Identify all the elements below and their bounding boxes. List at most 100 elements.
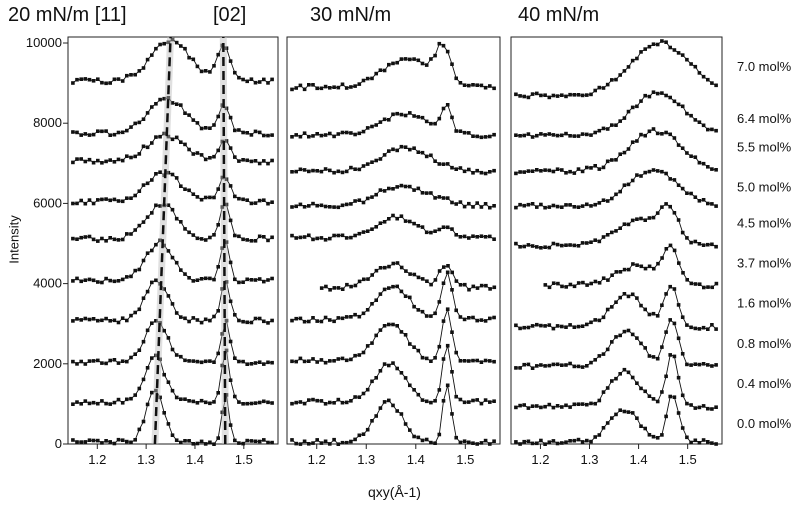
- data-point: [108, 440, 112, 444]
- data-point: [266, 360, 270, 365]
- data-point: [412, 57, 416, 61]
- data-point: [361, 230, 366, 234]
- data-point: [701, 325, 706, 330]
- data-point: [522, 133, 526, 138]
- data-point: [606, 278, 610, 282]
- data-point: [212, 400, 216, 404]
- data-point: [614, 376, 618, 381]
- data-point: [96, 77, 100, 81]
- data-point: [108, 319, 112, 323]
- data-point: [685, 151, 689, 155]
- data-point: [420, 61, 425, 66]
- data-point: [382, 220, 387, 224]
- data-point: [328, 86, 332, 90]
- data-point: [179, 440, 183, 445]
- data-point: [605, 421, 610, 425]
- data-point: [340, 287, 345, 291]
- data-point: [323, 133, 328, 137]
- data-point: [382, 324, 387, 328]
- data-point: [158, 97, 162, 102]
- data-point: [382, 362, 387, 366]
- data-point: [233, 128, 237, 133]
- data-point: [104, 276, 108, 281]
- data-point: [420, 191, 425, 195]
- data-point: [319, 133, 324, 138]
- data-point: [311, 316, 315, 320]
- data-point: [680, 393, 685, 398]
- data-point: [336, 286, 341, 290]
- data-point: [424, 356, 429, 361]
- data-point: [576, 93, 581, 97]
- data-point: [179, 103, 183, 107]
- data-point: [302, 319, 307, 324]
- data-point: [179, 315, 183, 319]
- data-point: [141, 377, 146, 382]
- data-point: [270, 318, 274, 323]
- data-point: [298, 202, 303, 207]
- data-point: [689, 154, 693, 158]
- data-point: [618, 270, 623, 274]
- data-point: [714, 442, 718, 446]
- data-point: [83, 235, 88, 239]
- data-point: [361, 391, 366, 396]
- data-point: [492, 168, 496, 173]
- data-point: [560, 205, 564, 209]
- data-point: [257, 161, 262, 166]
- data-point: [680, 53, 685, 57]
- data-point: [601, 165, 606, 170]
- data-point: [357, 395, 362, 399]
- data-point: [585, 402, 589, 407]
- data-point: [639, 424, 643, 428]
- data-point: [120, 316, 125, 320]
- data-point: [307, 233, 311, 238]
- data-point: [445, 196, 450, 200]
- data-point: [158, 42, 162, 47]
- data-point: [187, 439, 191, 443]
- data-point: [187, 319, 191, 324]
- data-point: [639, 50, 643, 54]
- data-point: [129, 396, 133, 401]
- data-point: [395, 284, 399, 289]
- data-point: [328, 168, 332, 173]
- data-point: [635, 173, 639, 177]
- data-point: [340, 233, 345, 238]
- data-point: [224, 280, 229, 284]
- data-point: [693, 195, 698, 199]
- data-point: [514, 323, 518, 328]
- data-point: [664, 202, 668, 206]
- data-point: [112, 197, 117, 202]
- data-point: [108, 198, 112, 203]
- data-point: [96, 401, 100, 406]
- data-point: [298, 316, 303, 321]
- concentration-label: 1.6 mol%: [737, 296, 792, 311]
- data-point: [349, 399, 353, 403]
- data-point: [357, 433, 362, 438]
- data-point: [572, 402, 577, 407]
- data-point: [311, 397, 315, 402]
- data-point: [391, 261, 396, 266]
- data-point: [83, 316, 88, 321]
- data-point: [522, 403, 526, 407]
- data-point: [294, 359, 298, 364]
- data-point: [492, 237, 496, 241]
- data-point: [237, 75, 241, 80]
- data-point: [403, 145, 408, 149]
- data-point: [551, 281, 556, 285]
- series-5-0-: [514, 168, 718, 210]
- data-point: [433, 441, 437, 445]
- data-point: [635, 104, 639, 109]
- data-point: [91, 317, 96, 321]
- data-point: [253, 159, 258, 163]
- data-point: [693, 326, 698, 331]
- data-point: [643, 47, 647, 51]
- data-point: [672, 178, 677, 182]
- data-point: [416, 392, 421, 397]
- data-point: [483, 438, 488, 443]
- data-point: [71, 402, 75, 406]
- data-point: [315, 236, 319, 241]
- data-point: [137, 69, 142, 73]
- data-point: [183, 187, 187, 191]
- data-point: [150, 178, 154, 182]
- data-point: [689, 325, 693, 330]
